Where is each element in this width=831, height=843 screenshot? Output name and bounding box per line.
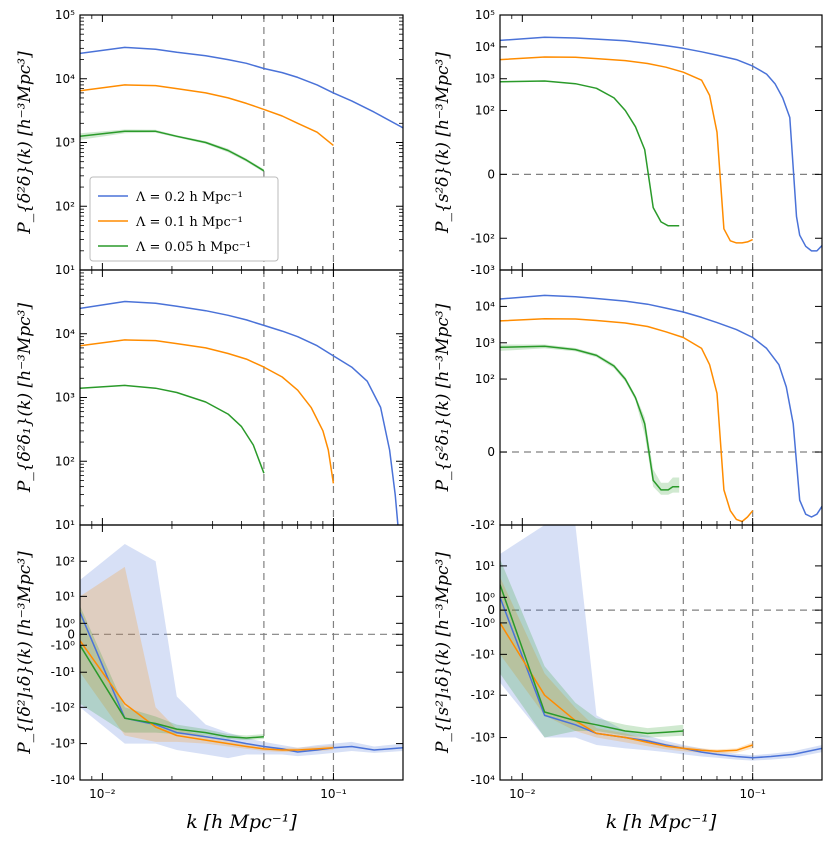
series-line — [500, 80, 680, 227]
axes-frame — [79, 269, 404, 526]
y-tick-label: 0 — [67, 627, 75, 641]
y-tick-label: 0 — [487, 167, 495, 181]
y-tick-label: 0 — [487, 603, 495, 617]
series-line — [500, 294, 822, 518]
y-tick-label: 10¹ — [55, 263, 75, 277]
series-line — [500, 36, 822, 252]
series-line — [80, 339, 335, 484]
y-axis-label: P_{[δ²]₁δ}(k) [h⁻³Mpc³] — [15, 551, 35, 755]
y-tick-label: -10⁴ — [471, 773, 496, 787]
panel-middle-left: 10¹ 10² 10³ 10⁴ P_{δ²δ₁}(k) [h⁻³Mpc³] — [15, 269, 404, 532]
y-tick-label: 10² — [55, 199, 75, 213]
y-tick-label: 10³ — [475, 336, 495, 350]
y-tick-label: -10⁰ — [471, 616, 496, 630]
y-tick-label: -10³ — [471, 263, 496, 277]
y-tick-label: 10¹ — [55, 589, 75, 603]
y-tick-label: -10⁰ — [51, 638, 76, 652]
x-axis-label: k [h Mpc⁻¹] — [606, 811, 717, 833]
series-line — [80, 612, 403, 753]
legend-label: Λ = 0.05 h Mpc⁻¹ — [135, 240, 251, 255]
y-axis-label: P_{s²δ}(k) [h⁻³Mpc³] — [433, 52, 453, 234]
series-line — [80, 644, 264, 739]
y-tick-label: 10⁰ — [475, 590, 495, 604]
y-tick-label: -10¹ — [471, 647, 496, 661]
y-tick-label: -10² — [471, 518, 496, 532]
y-tick-label: 10¹ — [475, 559, 495, 573]
y-tick-label: 10⁴ — [55, 327, 75, 341]
y-tick-label: -10³ — [51, 737, 76, 751]
legend-label: Λ = 0.2 h Mpc⁻¹ — [135, 190, 243, 205]
y-tick-label: 10⁵ — [475, 8, 495, 22]
legend-box — [89, 176, 279, 262]
x-tick-label: 10⁻¹ — [320, 787, 347, 801]
plot-area — [500, 36, 822, 252]
y-tick-label: 10⁰ — [55, 616, 75, 630]
plot-area — [80, 544, 403, 759]
band-4a72d8 — [80, 544, 403, 759]
series-line — [80, 130, 265, 172]
legend: Λ = 0.2 h Mpc⁻¹ Λ = 0.1 h Mpc⁻¹ Λ = 0.05 h… — [89, 176, 279, 262]
y-tick-label: 10³ — [55, 391, 75, 405]
series-line — [500, 317, 754, 523]
y-tick-label: 10² — [55, 454, 75, 468]
y-tick-label: 0 — [487, 445, 495, 459]
series-line — [500, 345, 680, 491]
series-line — [80, 46, 403, 129]
x-axis-label: k [h Mpc⁻¹] — [186, 811, 297, 833]
series-line — [80, 84, 334, 146]
y-tick-label: -10² — [471, 231, 496, 245]
y-tick-label: 10² — [475, 103, 495, 117]
y-tick-label: 10⁵ — [55, 8, 75, 22]
y-tick-label: 10³ — [475, 72, 495, 86]
y-tick-label: -10² — [51, 700, 76, 714]
y-axis-label: P_{δ²δ}(k) [h⁻³Mpc³] — [15, 51, 35, 235]
series-line — [80, 300, 399, 525]
plot-area — [500, 294, 822, 523]
y-axis-label: P_{s²δ₁}(k) [h⁻³Mpc³] — [433, 303, 453, 492]
series-line — [500, 56, 754, 244]
y-axis-label: P_{δ²δ₁}(k) [h⁻³Mpc³] — [15, 303, 35, 494]
y-tick-label: -10⁴ — [51, 773, 76, 787]
band-2a9a2a — [500, 559, 684, 738]
y-tick-label: -10² — [471, 688, 496, 702]
y-tick-label: 10⁴ — [55, 72, 75, 86]
plot-area — [80, 300, 399, 525]
x-tick-label: 10⁻¹ — [739, 787, 766, 801]
series-line — [500, 584, 684, 735]
band-ff8c00 — [80, 566, 334, 752]
y-tick-label: 10² — [475, 372, 495, 386]
y-tick-label: 10⁴ — [475, 299, 495, 313]
x-tick-label: 10⁻² — [89, 787, 116, 801]
plot-area — [500, 525, 822, 761]
y-tick-label: 10² — [55, 554, 75, 568]
x-tick-label: 10⁻² — [509, 787, 536, 801]
band-4a72d8 — [500, 525, 822, 761]
axes-frame — [499, 14, 823, 271]
y-tick-label: -10³ — [471, 731, 496, 745]
panel-middle-right: -10² 0 10² 10³ 10⁴ P_{s²δ₁}(k) [h⁻³Mpc³] — [433, 269, 823, 532]
series-line — [500, 622, 753, 752]
y-tick-label: 10¹ — [55, 518, 75, 532]
legend-label: Λ = 0.1 h Mpc⁻¹ — [135, 215, 243, 230]
y-tick-label: 10⁴ — [475, 40, 495, 54]
plot-area — [80, 46, 403, 173]
panel-top-right: -10³ -10² 0 10² 10³ 10⁴ 10⁵ P_{s²δ}(k) [h⁻³Mpc³… — [433, 8, 823, 277]
series-line — [80, 384, 265, 474]
y-tick-label: -10¹ — [51, 665, 76, 679]
y-axis-label: P_{[s²]₁δ}(k) [h⁻³Mpc³] — [433, 552, 453, 754]
y-tick-label: 10³ — [55, 136, 75, 150]
band-2a9a2a — [80, 129, 264, 173]
band-ff8c00 — [500, 577, 753, 754]
